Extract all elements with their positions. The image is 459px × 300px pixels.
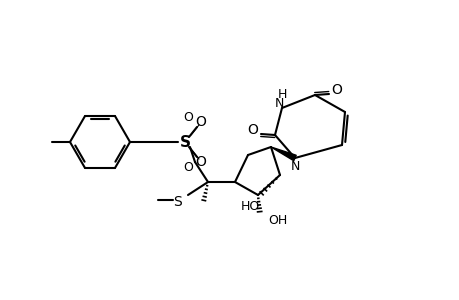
Text: H: H <box>277 88 286 100</box>
Text: O: O <box>331 83 341 97</box>
Text: O: O <box>183 160 192 173</box>
Text: O: O <box>247 123 258 137</box>
Polygon shape <box>270 147 296 161</box>
Text: N: N <box>290 160 299 172</box>
Text: N: N <box>274 97 283 110</box>
Text: S: S <box>173 195 182 209</box>
Text: S: S <box>179 134 190 149</box>
Text: OH: OH <box>268 214 287 226</box>
Text: O: O <box>183 110 192 124</box>
Text: HO: HO <box>240 200 259 214</box>
Text: O: O <box>195 115 206 129</box>
Text: O: O <box>195 155 206 169</box>
